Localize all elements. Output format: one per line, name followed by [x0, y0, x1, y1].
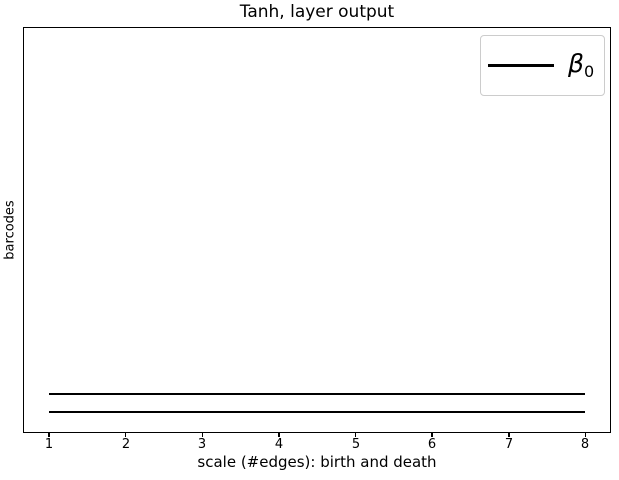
x-tick-mark-5	[354, 433, 357, 437]
x-tick-mark-6	[431, 433, 433, 437]
y-axis-label: barcodes	[2, 200, 18, 260]
x-tick-label-7: 7	[504, 437, 514, 452]
x-tick-mark-7	[508, 433, 510, 437]
x-tick-mark-8	[584, 433, 587, 437]
x-tick-mark-1	[48, 433, 50, 437]
legend-entry-label: β0	[568, 51, 594, 80]
x-tick-label-6: 6	[427, 437, 437, 452]
x-tick-mark-3	[201, 433, 203, 437]
x-tick-label-5: 5	[351, 437, 361, 452]
chart-title: Tanh, layer output	[239, 2, 395, 22]
legend-line-sample	[488, 64, 554, 67]
x-axis-label: scale (#edges): birth and death	[197, 453, 437, 471]
legend-symbol-beta: β	[568, 49, 584, 78]
barcode-bar-beta0-lower	[49, 410, 585, 413]
x-tick-label-2: 2	[121, 437, 131, 452]
x-tick-label-4: 4	[274, 437, 284, 452]
barcode-bar-beta0-upper	[49, 392, 585, 395]
x-tick-mark-2	[124, 433, 127, 437]
x-tick-label-1: 1	[44, 437, 54, 452]
legend-subscript: 0	[583, 62, 595, 81]
x-tick-mark-4	[278, 433, 280, 437]
legend: β0	[480, 35, 605, 96]
x-tick-label-3: 3	[197, 437, 207, 452]
x-tick-label-8: 8	[580, 437, 590, 452]
